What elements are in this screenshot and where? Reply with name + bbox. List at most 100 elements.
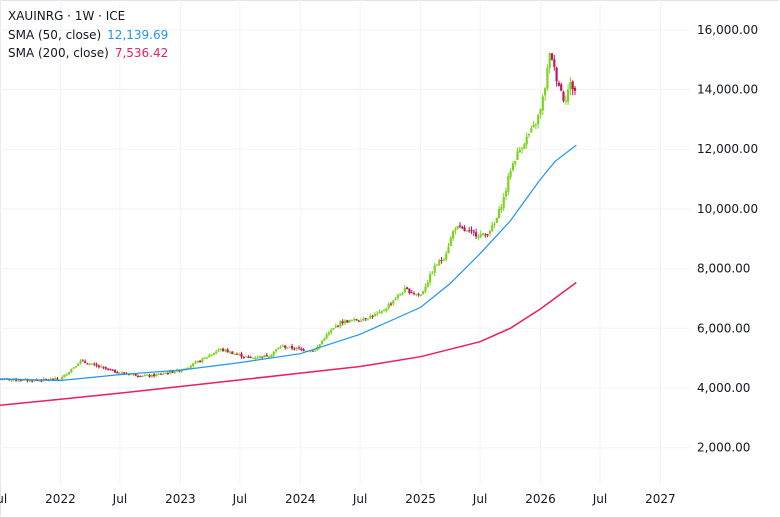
candle [63,374,66,378]
candle [440,256,443,264]
candle [293,347,296,351]
candle [452,230,455,242]
time-axis[interactable]: Jul 2022 Jul 2023 Jul 2024 Jul 2025 Jul 2026 Jul 20… [0,492,676,506]
candle [79,359,82,365]
candle [369,313,372,320]
price-axis[interactable]: 2,000.00 4,000.00 6,000.00 8,000.00 10,000.0… [697,23,758,455]
candle [231,351,234,355]
candle [389,302,393,307]
candle [504,187,508,201]
candle [426,279,429,288]
candle [495,217,498,224]
candle [373,312,376,317]
candle [109,368,112,371]
candle [265,353,268,357]
candle [337,324,340,328]
x-tick-label: Jul [592,492,607,506]
candle [194,360,197,365]
candle [442,257,445,262]
candle [277,347,280,350]
candle [107,367,110,371]
candle [192,363,195,368]
candle [113,368,117,374]
sma50-line [0,144,577,382]
candle [546,64,549,91]
candle [553,54,556,71]
y-tick-label: 12,000.00 [697,142,758,156]
candle [256,355,259,359]
candle [573,85,577,96]
candle [245,355,248,358]
candle [341,319,344,326]
candle [548,52,551,74]
candle [530,125,533,133]
candle [77,362,80,367]
candle [61,375,64,380]
legend-sma200-row[interactable]: SMA (200, close) 7,536.42 [8,44,168,63]
candles [0,52,577,383]
candle [454,227,457,235]
candle [498,205,501,219]
candle [139,375,142,377]
candle [346,319,349,323]
candle [438,258,441,266]
candle [355,318,358,321]
x-tick-label: 2023 [165,492,196,506]
y-tick-label: 16,000.00 [697,23,758,37]
candle [445,251,448,262]
candle [461,225,464,230]
candle [406,286,409,290]
candle [435,263,439,266]
candle [240,351,243,359]
candle [281,343,284,347]
candle [516,147,519,161]
candle [258,355,261,360]
candle [286,347,289,349]
candle [544,87,547,101]
symbol-title: XAUINRG · 1W · ICE [8,9,126,23]
candle [350,319,353,322]
candle [376,310,379,317]
candle [70,368,73,373]
sma200-value: 7,536.42 [114,46,169,60]
x-tick-label: Jul [352,492,367,506]
candle [481,232,485,236]
candle [465,230,468,233]
candle [104,366,107,371]
candle [488,229,491,237]
candle [412,291,416,296]
candle [339,320,342,329]
candle [403,285,406,293]
candle [212,352,215,356]
x-tick-label: 2025 [405,492,436,506]
candle [555,66,558,87]
candle [90,362,94,365]
candle [458,222,462,229]
candle [518,146,521,153]
candle [564,95,567,105]
candle [541,94,544,116]
legend-symbol-row[interactable]: XAUINRG · 1W · ICE [8,7,168,26]
candle [74,365,77,369]
candle [502,192,505,211]
candle [88,363,91,366]
legend-sma50-row[interactable]: SMA (50, close) 12,139.69 [8,26,168,45]
candle [410,290,413,294]
candle [509,168,512,180]
y-tick-label: 10,000.00 [697,202,758,216]
candle [279,345,282,349]
candle [263,354,266,358]
candle [560,82,563,92]
candle [169,369,172,375]
candle [562,90,565,103]
candle [173,371,176,374]
candle [385,307,388,313]
candle [433,262,436,277]
x-tick-label: 2026 [525,492,556,506]
candle [378,309,381,314]
sma200-label: SMA (200, close) [8,46,109,60]
candle [201,358,204,364]
candle [401,291,404,296]
candle [51,378,54,380]
